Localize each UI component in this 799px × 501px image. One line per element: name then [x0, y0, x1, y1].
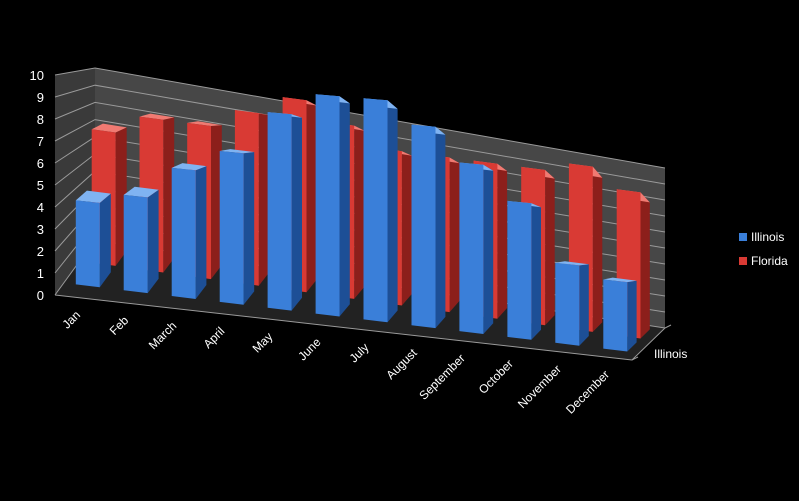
x-axis-line — [54, 294, 633, 361]
y-tick-label: 5 — [37, 178, 44, 193]
depth-tick — [664, 324, 672, 329]
x-tick-label: Feb — [107, 313, 132, 338]
y-tick-label: 6 — [37, 156, 44, 171]
x-tick-label: May — [250, 330, 276, 356]
y-tick-label: 8 — [37, 112, 44, 127]
gridline — [54, 67, 666, 169]
legend-swatch-florida — [739, 257, 747, 265]
x-tick-label: November — [515, 362, 564, 411]
y-tick-label: 3 — [37, 222, 44, 237]
x-tick-label: July — [347, 340, 372, 365]
legend-label-florida: Florida — [751, 254, 788, 268]
legend-swatch-illinois — [739, 233, 747, 241]
bar-illinois-jan — [75, 190, 111, 288]
bar-illinois-july — [363, 98, 398, 323]
depth-axis-label: Illinois — [654, 347, 687, 361]
y-tick-label: 4 — [37, 200, 44, 215]
bar-illinois-december — [603, 277, 637, 352]
y-axis-ticks: 0 1 2 3 4 5 6 7 8 9 10 — [30, 68, 44, 303]
bar-illinois-feb — [123, 186, 159, 294]
y-tick-label: 7 — [37, 134, 44, 149]
x-tick-label: June — [295, 335, 324, 364]
x-tick-label: August — [383, 345, 420, 382]
x-tick-label: March — [146, 319, 179, 352]
bar-illinois-april — [219, 149, 255, 305]
y-tick-label: 10 — [30, 68, 44, 83]
bar-illinois-august — [411, 124, 446, 329]
legend-label-illinois: Illinois — [751, 230, 784, 244]
depth-axis-line — [631, 327, 666, 361]
y-tick-label: 0 — [37, 288, 44, 303]
depth-axis: Illinois — [654, 347, 687, 361]
y-tick-label: 9 — [37, 90, 44, 105]
bar-illinois-october — [507, 200, 541, 340]
x-tick-label: December — [563, 368, 612, 417]
x-tick-label: Jan — [60, 308, 84, 332]
x-tick-label: April — [201, 324, 228, 351]
x-tick-label: October — [476, 357, 516, 397]
bar-illinois-september — [459, 162, 494, 334]
y-tick-label: 2 — [37, 244, 44, 259]
bar-illinois-may — [267, 112, 302, 311]
bar-illinois-june — [315, 94, 350, 317]
bars — [75, 94, 650, 352]
depth-tick — [631, 356, 639, 361]
y-tick-label: 1 — [37, 266, 44, 281]
gridline — [54, 84, 666, 185]
legend: Illinois Florida — [739, 230, 788, 268]
x-tick-label: September — [416, 351, 467, 402]
bar-illinois-november — [555, 261, 589, 346]
bar-illinois-march — [171, 163, 207, 299]
